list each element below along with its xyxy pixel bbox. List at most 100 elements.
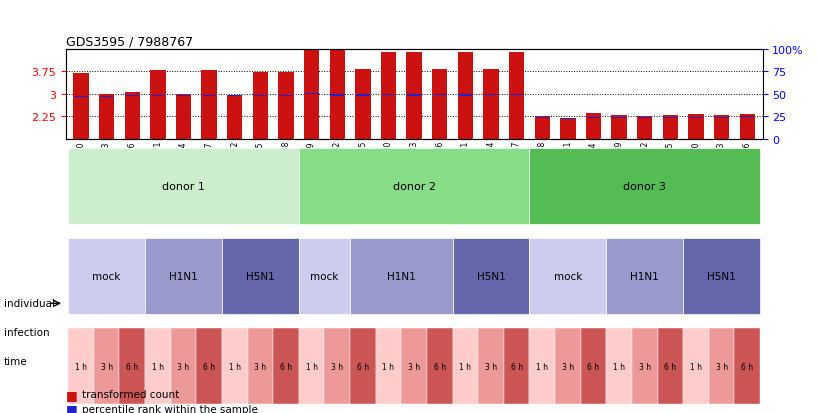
FancyBboxPatch shape	[68, 148, 298, 225]
Text: 1 h: 1 h	[75, 362, 87, 371]
Text: 3 h: 3 h	[561, 362, 573, 371]
Bar	[74, 96, 88, 97]
Bar	[740, 116, 753, 118]
FancyBboxPatch shape	[68, 328, 93, 404]
Text: mock: mock	[553, 271, 581, 281]
FancyBboxPatch shape	[682, 328, 708, 404]
FancyBboxPatch shape	[529, 148, 759, 225]
FancyBboxPatch shape	[222, 328, 247, 404]
Text: percentile rank within the sample: percentile rank within the sample	[82, 404, 257, 413]
Bar	[228, 96, 242, 97]
FancyBboxPatch shape	[605, 328, 631, 404]
Bar	[559, 119, 575, 140]
Bar	[585, 114, 600, 140]
Bar	[663, 117, 676, 119]
Text: H1N1: H1N1	[169, 271, 197, 281]
Text: H5N1: H5N1	[706, 271, 735, 281]
FancyBboxPatch shape	[734, 328, 759, 404]
Bar	[483, 95, 497, 96]
FancyBboxPatch shape	[477, 328, 503, 404]
Text: 3 h: 3 h	[484, 362, 496, 371]
Bar	[406, 53, 421, 140]
Bar	[714, 117, 727, 119]
Bar	[586, 118, 600, 119]
Bar	[278, 73, 293, 140]
Text: 6 h: 6 h	[279, 362, 292, 371]
Bar	[535, 117, 549, 119]
FancyBboxPatch shape	[427, 328, 452, 404]
Bar	[713, 116, 728, 140]
Text: 1 h: 1 h	[382, 362, 394, 371]
FancyBboxPatch shape	[196, 328, 222, 404]
Bar	[125, 96, 139, 97]
Text: 6 h: 6 h	[203, 362, 215, 371]
Bar	[175, 95, 191, 140]
Text: 3 h: 3 h	[715, 362, 726, 371]
Bar	[73, 74, 88, 140]
Bar	[176, 96, 190, 97]
Text: 6 h: 6 h	[126, 362, 138, 371]
FancyBboxPatch shape	[298, 148, 529, 225]
Bar	[201, 71, 216, 140]
FancyBboxPatch shape	[529, 328, 554, 404]
FancyBboxPatch shape	[145, 238, 222, 315]
FancyBboxPatch shape	[350, 238, 452, 315]
Bar	[304, 50, 319, 140]
Bar	[662, 116, 677, 140]
Text: 6 h: 6 h	[663, 362, 676, 371]
FancyBboxPatch shape	[170, 328, 196, 404]
Bar	[688, 117, 702, 119]
Bar	[482, 70, 498, 140]
Text: 3 h: 3 h	[254, 362, 266, 371]
Bar	[253, 96, 267, 97]
Bar	[252, 73, 268, 140]
Text: mock: mock	[310, 271, 338, 281]
Text: 6 h: 6 h	[433, 362, 446, 371]
FancyBboxPatch shape	[298, 328, 324, 404]
Text: 1 h: 1 h	[613, 362, 624, 371]
Text: individual: individual	[4, 299, 55, 309]
Bar	[534, 117, 550, 140]
Bar	[380, 53, 396, 140]
Bar	[612, 117, 625, 119]
Text: H1N1: H1N1	[630, 271, 658, 281]
FancyBboxPatch shape	[324, 328, 350, 404]
Text: time: time	[4, 356, 28, 366]
FancyBboxPatch shape	[298, 238, 350, 315]
FancyBboxPatch shape	[145, 328, 170, 404]
FancyBboxPatch shape	[605, 238, 682, 315]
Text: ■: ■	[66, 388, 77, 401]
Bar	[124, 93, 140, 140]
FancyBboxPatch shape	[452, 328, 477, 404]
Text: 6 h: 6 h	[740, 362, 753, 371]
Bar	[355, 95, 369, 96]
FancyBboxPatch shape	[68, 238, 145, 315]
Bar	[458, 95, 472, 96]
Text: H1N1: H1N1	[387, 271, 415, 281]
Text: donor 2: donor 2	[392, 182, 435, 192]
Bar	[560, 119, 574, 120]
Text: donor 3: donor 3	[622, 182, 665, 192]
FancyBboxPatch shape	[400, 328, 427, 404]
FancyBboxPatch shape	[554, 328, 580, 404]
Text: ■: ■	[66, 402, 77, 413]
FancyBboxPatch shape	[631, 328, 657, 404]
Bar	[611, 116, 626, 140]
Text: 6 h: 6 h	[356, 362, 369, 371]
Bar	[355, 70, 370, 140]
FancyBboxPatch shape	[657, 328, 682, 404]
FancyBboxPatch shape	[222, 238, 298, 315]
Bar	[636, 117, 652, 140]
Bar	[278, 96, 292, 97]
Bar	[99, 95, 114, 140]
Text: 3 h: 3 h	[638, 362, 650, 371]
FancyBboxPatch shape	[350, 328, 375, 404]
Bar	[739, 115, 754, 140]
Bar	[637, 117, 651, 119]
Bar	[509, 53, 523, 140]
Text: mock: mock	[93, 271, 120, 281]
Text: 1 h: 1 h	[229, 362, 241, 371]
FancyBboxPatch shape	[503, 328, 529, 404]
Bar	[151, 96, 165, 97]
FancyBboxPatch shape	[529, 238, 605, 315]
